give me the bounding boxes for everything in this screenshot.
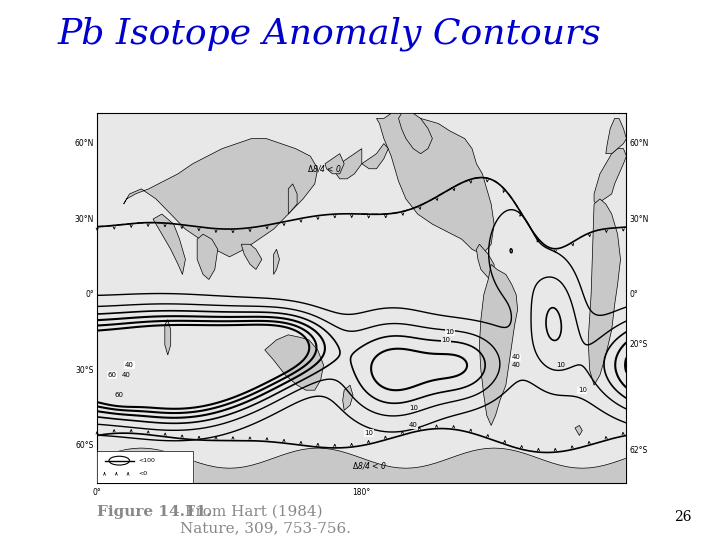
Polygon shape: [325, 154, 344, 174]
Text: 30°N: 30°N: [75, 214, 94, 224]
Text: 10: 10: [409, 405, 418, 411]
Polygon shape: [588, 199, 621, 385]
Text: 60°N: 60°N: [75, 139, 94, 148]
Text: Figure 14.11.: Figure 14.11.: [97, 505, 212, 519]
Polygon shape: [606, 118, 626, 154]
Text: $\Delta$8/4 < 0: $\Delta$8/4 < 0: [307, 163, 343, 174]
Text: 30°S: 30°S: [76, 366, 94, 375]
Text: 60°S: 60°S: [76, 441, 94, 450]
Polygon shape: [575, 426, 582, 435]
Polygon shape: [153, 214, 186, 274]
Text: 10: 10: [556, 362, 564, 368]
Polygon shape: [197, 234, 217, 280]
Text: 62°S: 62°S: [629, 446, 647, 455]
Text: 40: 40: [409, 422, 418, 428]
Polygon shape: [241, 244, 262, 269]
Polygon shape: [288, 184, 297, 214]
Polygon shape: [97, 448, 626, 483]
Text: 0°: 0°: [629, 290, 638, 299]
Polygon shape: [377, 113, 494, 254]
Polygon shape: [124, 139, 318, 257]
Polygon shape: [399, 113, 432, 154]
Text: 0°: 0°: [93, 488, 102, 497]
Polygon shape: [333, 148, 362, 179]
Polygon shape: [594, 148, 626, 204]
Text: 0°: 0°: [86, 290, 94, 299]
Text: 40: 40: [122, 372, 131, 378]
Text: 10: 10: [577, 387, 587, 393]
Text: 40: 40: [512, 362, 521, 368]
Polygon shape: [477, 244, 494, 280]
Text: <100: <100: [138, 458, 156, 463]
Polygon shape: [480, 265, 518, 426]
Text: 60: 60: [114, 392, 124, 398]
Polygon shape: [274, 249, 279, 274]
Text: 26: 26: [674, 510, 691, 524]
Text: 20°S: 20°S: [629, 340, 647, 349]
Text: $\Delta$8/4 < 0: $\Delta$8/4 < 0: [351, 460, 387, 471]
Polygon shape: [165, 320, 171, 355]
Text: 10: 10: [441, 337, 450, 343]
Text: 180°: 180°: [353, 488, 371, 497]
Polygon shape: [265, 335, 323, 390]
Text: 60°N: 60°N: [629, 139, 649, 148]
Text: 40: 40: [125, 362, 134, 368]
Polygon shape: [362, 144, 388, 169]
Text: 30°N: 30°N: [629, 214, 649, 224]
Polygon shape: [343, 385, 353, 410]
Text: <0: <0: [138, 471, 148, 476]
Text: 40: 40: [512, 354, 521, 361]
Text: 60: 60: [107, 372, 117, 378]
Polygon shape: [97, 450, 193, 483]
Text: Pb Isotope Anomaly Contours: Pb Isotope Anomaly Contours: [58, 16, 601, 51]
Text: 10: 10: [364, 430, 374, 436]
Text: From Hart (1984)
Nature, 309, 753-756.: From Hart (1984) Nature, 309, 753-756.: [180, 505, 351, 535]
Text: 10: 10: [446, 329, 454, 335]
